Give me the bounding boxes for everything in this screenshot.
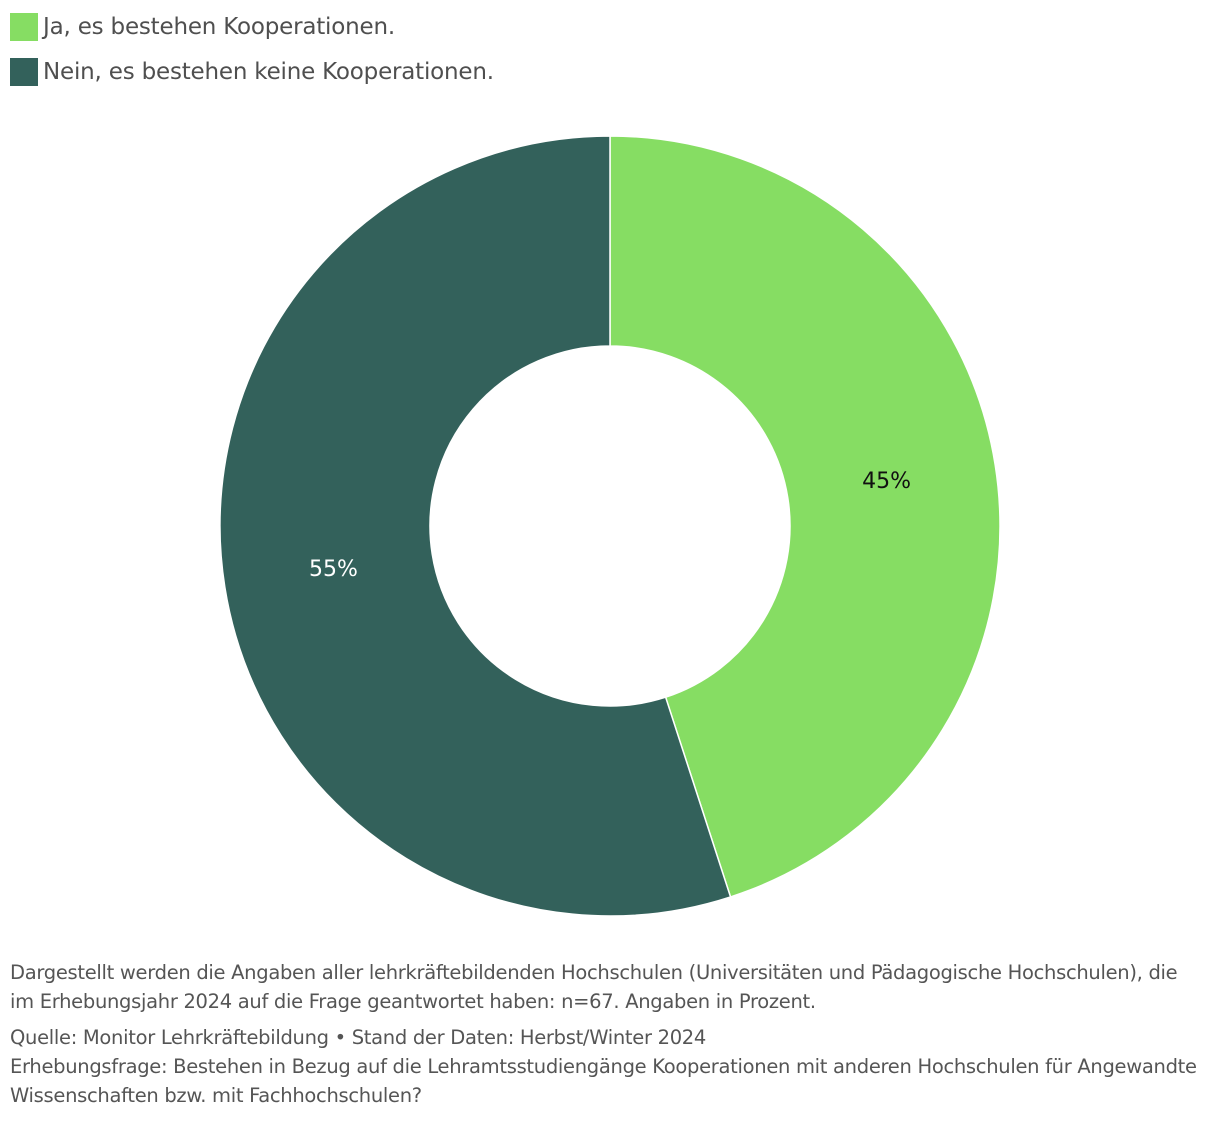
slice-value-label-0: 45% <box>862 469 911 494</box>
source-note: Quelle: Monitor Lehrkräftebildung • Stan… <box>10 1026 707 1049</box>
chart-footer: Dargestellt werden die Angaben aller leh… <box>10 958 1200 1110</box>
footnote: Dargestellt werden die Angaben aller leh… <box>10 961 1178 1013</box>
donut-chart: 45% 55% <box>219 135 1001 917</box>
slice-value-label-1: 55% <box>309 557 358 582</box>
donut-slice-1[interactable] <box>219 135 732 917</box>
legend-item-nein[interactable]: Nein, es bestehen keine Kooperationen. <box>10 57 494 87</box>
survey-question: Erhebungsfrage: Bestehen in Bezug auf di… <box>10 1055 1197 1107</box>
legend-swatch-nein <box>10 58 38 86</box>
legend-label-nein: Nein, es bestehen keine Kooperationen. <box>43 59 494 85</box>
legend-swatch-ja <box>10 13 38 41</box>
legend-item-ja[interactable]: Ja, es bestehen Kooperationen. <box>10 12 494 42</box>
chart-legend: Ja, es bestehen Kooperationen. Nein, es … <box>10 12 494 102</box>
legend-label-ja: Ja, es bestehen Kooperationen. <box>43 14 395 40</box>
donut-slice-0[interactable] <box>609 135 1001 898</box>
